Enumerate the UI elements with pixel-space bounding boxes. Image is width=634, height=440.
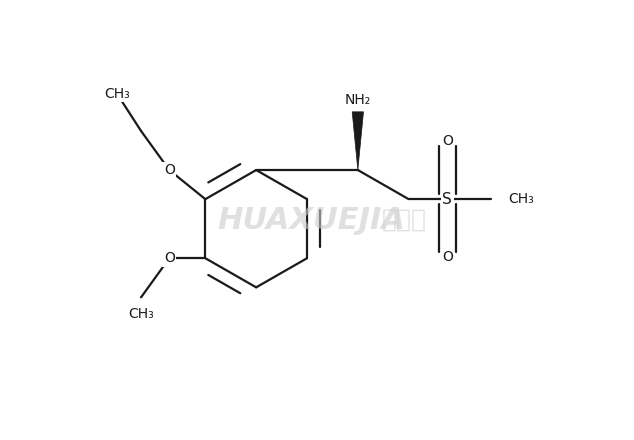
Text: O: O: [442, 134, 453, 148]
Text: O: O: [442, 250, 453, 264]
Text: O: O: [164, 163, 175, 177]
Text: 化学加: 化学加: [382, 208, 427, 232]
Text: O: O: [164, 251, 175, 265]
Text: S: S: [443, 192, 452, 207]
Text: CH₃: CH₃: [128, 307, 154, 321]
Text: HUAXUEJIA: HUAXUEJIA: [217, 205, 405, 235]
Polygon shape: [353, 112, 363, 170]
Text: CH₃: CH₃: [104, 87, 130, 101]
Text: CH₃: CH₃: [508, 192, 534, 206]
Text: NH₂: NH₂: [345, 93, 371, 107]
